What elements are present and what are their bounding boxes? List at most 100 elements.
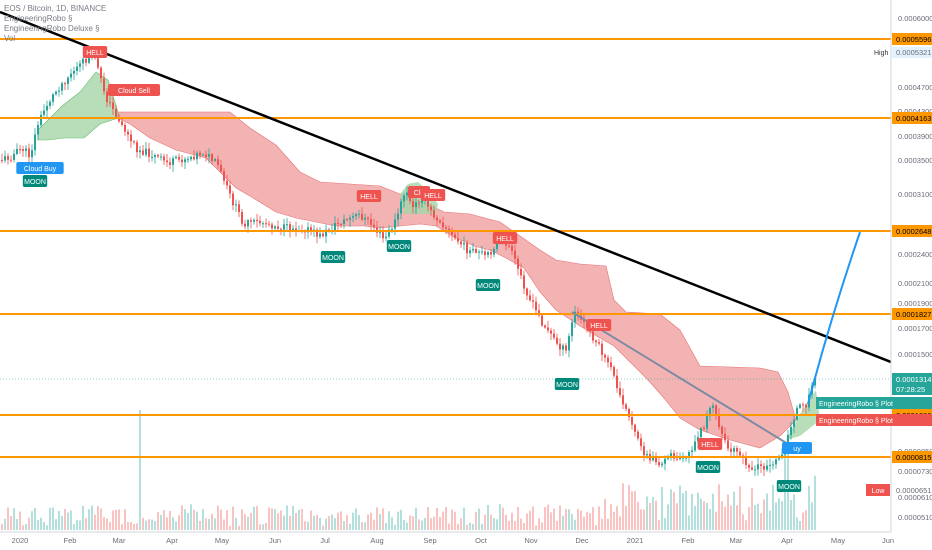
volume-bar: [511, 512, 513, 530]
volume-bar: [748, 507, 750, 530]
x-tick-label: Jun: [882, 536, 894, 545]
volume-bar: [70, 510, 72, 530]
y-tick-label: 0.0001500: [898, 350, 932, 359]
candle-body: [250, 220, 252, 222]
signal-label-text: MOON: [556, 382, 578, 389]
candle-body: [433, 210, 435, 218]
candle-body: [208, 154, 210, 157]
level-tag-label: 0.0000815: [896, 453, 931, 462]
x-tick-label: Aug: [370, 536, 383, 545]
candle-body: [349, 217, 351, 220]
signal-label-moon: [22, 175, 48, 187]
candle-body: [226, 180, 228, 186]
volume-bar: [58, 511, 60, 530]
candle-body: [430, 206, 432, 211]
volume-bar: [397, 511, 399, 530]
indicator-label-volume[interactable]: Vol: [4, 34, 16, 43]
candle-body: [214, 159, 216, 161]
candle-body: [58, 90, 60, 92]
candle-body: [634, 424, 636, 432]
candle-body: [628, 408, 630, 418]
candle-body: [370, 219, 372, 225]
candle-body: [244, 223, 246, 227]
volume-bar: [190, 504, 192, 530]
time-axis[interactable]: 2020 Feb Mar Apr May Jun Jul Aug Sep Oct Nov Dec 202…: [12, 536, 894, 545]
volume-bar: [532, 506, 534, 530]
low-label: Low: [872, 488, 886, 495]
candle-body: [130, 134, 132, 142]
volume-bar: [97, 506, 99, 530]
volume-bar: [670, 489, 672, 530]
volume-bar: [673, 492, 675, 530]
signal-annotations: HELL Cloud Sell Cloud Buy MOON MOON HELL MOON C…: [16, 46, 812, 492]
volume-bar: [430, 518, 432, 530]
indicator-label-1[interactable]: EngineeringRobo §: [4, 14, 73, 23]
volume-bar: [628, 484, 630, 530]
volume-bar: [403, 520, 405, 530]
trend-lines: [0, 10, 892, 445]
volume-bar: [418, 519, 420, 530]
volume-bar: [760, 513, 762, 530]
volume-bar: [328, 516, 330, 530]
volume-bar: [43, 522, 45, 530]
candle-body: [187, 159, 189, 161]
volume-bar: [730, 505, 732, 530]
candle-body: [247, 220, 249, 227]
candle-body: [619, 388, 621, 396]
volume-bar: [142, 517, 144, 530]
candle-body: [40, 114, 42, 126]
volume-bar: [805, 510, 807, 530]
volume-bar: [340, 511, 342, 530]
candle-body: [22, 149, 24, 151]
candle-body: [412, 201, 414, 208]
high-label: High: [874, 50, 889, 57]
y-tick-label: 0.0000730: [898, 467, 932, 476]
candle-body: [739, 451, 741, 456]
volume-bar: [253, 506, 255, 530]
candle-body: [565, 345, 567, 351]
volume-bar: [367, 514, 369, 530]
candle-body: [190, 156, 192, 160]
volume-bar: [349, 523, 351, 530]
volume-bar: [406, 522, 408, 530]
volume-bar: [244, 514, 246, 530]
volume-bar: [517, 507, 519, 530]
candle-body: [700, 428, 702, 438]
candle-body: [607, 357, 609, 363]
candle-body: [109, 102, 111, 104]
volume-bar: [220, 509, 222, 530]
candle-body: [25, 148, 27, 151]
volume-bar: [277, 513, 279, 530]
volume-bar: [373, 519, 375, 530]
level-tag-label: 0.0005596: [896, 35, 931, 44]
candle-body: [685, 457, 687, 459]
low-tag-box: [866, 484, 890, 496]
volume-bar: [301, 508, 303, 530]
volume-bar: [385, 523, 387, 530]
signal-label-text: MOON: [697, 465, 719, 472]
candle-body: [67, 77, 69, 84]
candle-body: [415, 202, 417, 208]
volume-bar: [1, 523, 3, 530]
volume-bar: [124, 509, 126, 530]
volume-bar: [187, 512, 189, 530]
volume-bar: [415, 507, 417, 530]
volume-bar: [400, 509, 402, 530]
plot-tag-label: EngineeringRobo § Plot: [819, 401, 893, 408]
indicator-label-2[interactable]: EngineeringRobo Deluxe §: [4, 24, 100, 33]
candle-body: [199, 152, 201, 156]
volume-bar: [229, 525, 231, 530]
candle-body: [73, 71, 75, 74]
y-tick-label: 0.0003500: [898, 156, 932, 165]
volume-bar: [112, 510, 114, 530]
volume-bar: [751, 488, 753, 530]
volume-bar: [331, 514, 333, 530]
candle-body: [124, 124, 126, 132]
candle-body: [805, 404, 807, 408]
volume-bar: [640, 509, 642, 530]
symbol-title[interactable]: EOS / Bitcoin, 1D, BINANCE: [4, 4, 107, 13]
candle-body: [37, 125, 39, 135]
candle-body: [379, 232, 381, 234]
candle-body: [511, 245, 513, 251]
